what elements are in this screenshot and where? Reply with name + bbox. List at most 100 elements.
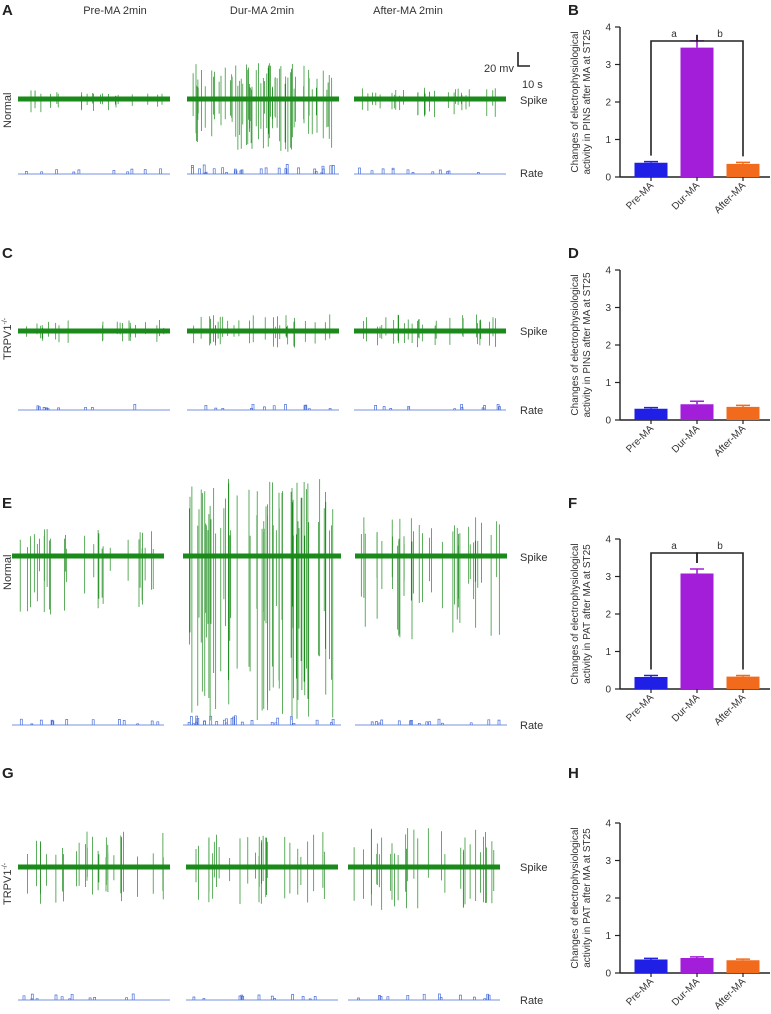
significance-label: a [671, 541, 677, 552]
x-tick-label: Dur-MA [670, 423, 702, 455]
bar-after-ma [726, 676, 760, 689]
bar-pre-ma [634, 959, 668, 973]
rate-label-a: Rate [520, 168, 543, 180]
x-tick-label: Pre-MA [624, 423, 656, 455]
y-tick-label: 0 [605, 173, 611, 184]
trace-c-3 [354, 314, 506, 348]
chart-d: D 0 1 2 3 4 Changes of electrophysiological act… [568, 245, 770, 459]
trace-c-2 [187, 314, 339, 348]
trace-spikes [192, 63, 333, 152]
group-label-c-text: TRPV1 [2, 325, 14, 360]
bar-after-ma [726, 960, 760, 973]
y-tick-label: 3 [605, 303, 611, 314]
significance-label: b [717, 29, 723, 40]
y-axis-label: activity in PINS after MA at ST25 [582, 272, 593, 417]
x-tick-label: After-MA [712, 976, 748, 1012]
error-bar [644, 674, 658, 677]
y-tick-label: 3 [605, 572, 611, 583]
error-bar [644, 406, 658, 409]
y-axis-label: activity in PAT after MA at ST25 [582, 544, 593, 684]
trace-spikes [193, 314, 331, 348]
y-tick-label: 1 [605, 378, 611, 389]
y-tick-label: 1 [605, 647, 611, 658]
error-bar [736, 674, 750, 677]
rate-c-1 [18, 404, 170, 411]
y-tick-label: 4 [605, 23, 611, 34]
rate-label-e: Rate [520, 720, 543, 732]
trace-e-3 [355, 517, 507, 640]
error-bar [690, 568, 704, 574]
trace-c-1 [18, 320, 170, 343]
group-label-a: Normal [2, 93, 14, 128]
y-axis-label: Changes of electrophysiological [570, 31, 581, 172]
y-tick-label: 4 [605, 535, 611, 546]
trace-spikes [30, 90, 163, 113]
y-tick-label: 1 [605, 135, 611, 146]
trace-spikes [363, 314, 496, 348]
panel-letter-d: D [568, 245, 579, 262]
rate-g-2 [186, 994, 338, 1001]
y-tick-label: 4 [605, 819, 611, 830]
rate-c-3 [354, 403, 506, 411]
trace-a-1 [18, 90, 170, 113]
significance-bracket [696, 552, 744, 670]
rate-e-1 [12, 718, 164, 726]
spike-label-a: Spike [520, 95, 548, 107]
error-bar [690, 400, 704, 405]
rate-label-g: Rate [520, 995, 543, 1007]
panel-letter-g: G [2, 765, 14, 782]
error-bar [736, 404, 750, 407]
group-label-g: TRPV1-/- [2, 862, 14, 905]
chart-b: B 0 1 2 3 4 Changes of electrophysiological act… [568, 2, 770, 216]
significance-label: b [717, 541, 723, 552]
x-tick-label: After-MA [712, 180, 748, 216]
bar-pre-ma [634, 408, 668, 420]
group-label-c-sup: -/- [2, 317, 9, 324]
panel-letter-f: F [568, 495, 577, 512]
significance-label: a [671, 29, 677, 40]
rate-label-c: Rate [520, 405, 543, 417]
trace-g-2 [186, 832, 338, 904]
trace-spikes [19, 529, 154, 615]
chart-f: F 0 1 2 3 4 Changes of electrophysiological act… [568, 495, 770, 728]
panel-letter-b: B [568, 2, 579, 19]
bar-after-ma [726, 406, 760, 420]
group-label-e: Normal [2, 555, 14, 590]
x-tick-label: Pre-MA [624, 180, 656, 212]
spike-label-c: Spike [520, 326, 548, 338]
y-tick-label: 2 [605, 341, 611, 352]
y-tick-label: 1 [605, 931, 611, 942]
rate-a-3 [354, 167, 506, 175]
x-tick-label: Pre-MA [624, 692, 656, 724]
x-tick-label: Dur-MA [670, 692, 702, 724]
trace-spikes [189, 478, 334, 721]
y-axis-label: Changes of electrophysiological [570, 543, 581, 684]
scale-bar-amplitude: 20 mv [484, 63, 514, 75]
panel-letter-h: H [568, 765, 579, 782]
rate-a-2 [187, 164, 339, 175]
trace-spikes [360, 517, 500, 640]
error-bar [736, 958, 750, 961]
scale-bar-time: 10 s [522, 79, 543, 91]
spike-label-e: Spike [520, 552, 548, 564]
y-tick-label: 0 [605, 685, 611, 696]
error-bar [690, 40, 704, 48]
trace-a-3 [354, 87, 506, 118]
rate-e-3 [355, 718, 507, 726]
panel-letter-c: C [2, 245, 13, 262]
column-header-after: After-MA 2min [373, 5, 443, 17]
y-tick-label: 4 [605, 266, 611, 277]
trace-e-1 [12, 529, 164, 615]
y-tick-label: 3 [605, 60, 611, 71]
x-tick-label: After-MA [712, 423, 748, 459]
column-header-dur: Dur-MA 2min [230, 5, 294, 17]
bar-pre-ma [634, 677, 668, 689]
scale-bar: 20 mv 10 s [484, 52, 543, 91]
bar-dur-ma [680, 573, 714, 689]
spike-label-g: Spike [520, 862, 548, 874]
bar-dur-ma [680, 404, 714, 420]
group-label-g-sup: -/- [2, 862, 9, 869]
x-tick-label: After-MA [712, 692, 748, 728]
